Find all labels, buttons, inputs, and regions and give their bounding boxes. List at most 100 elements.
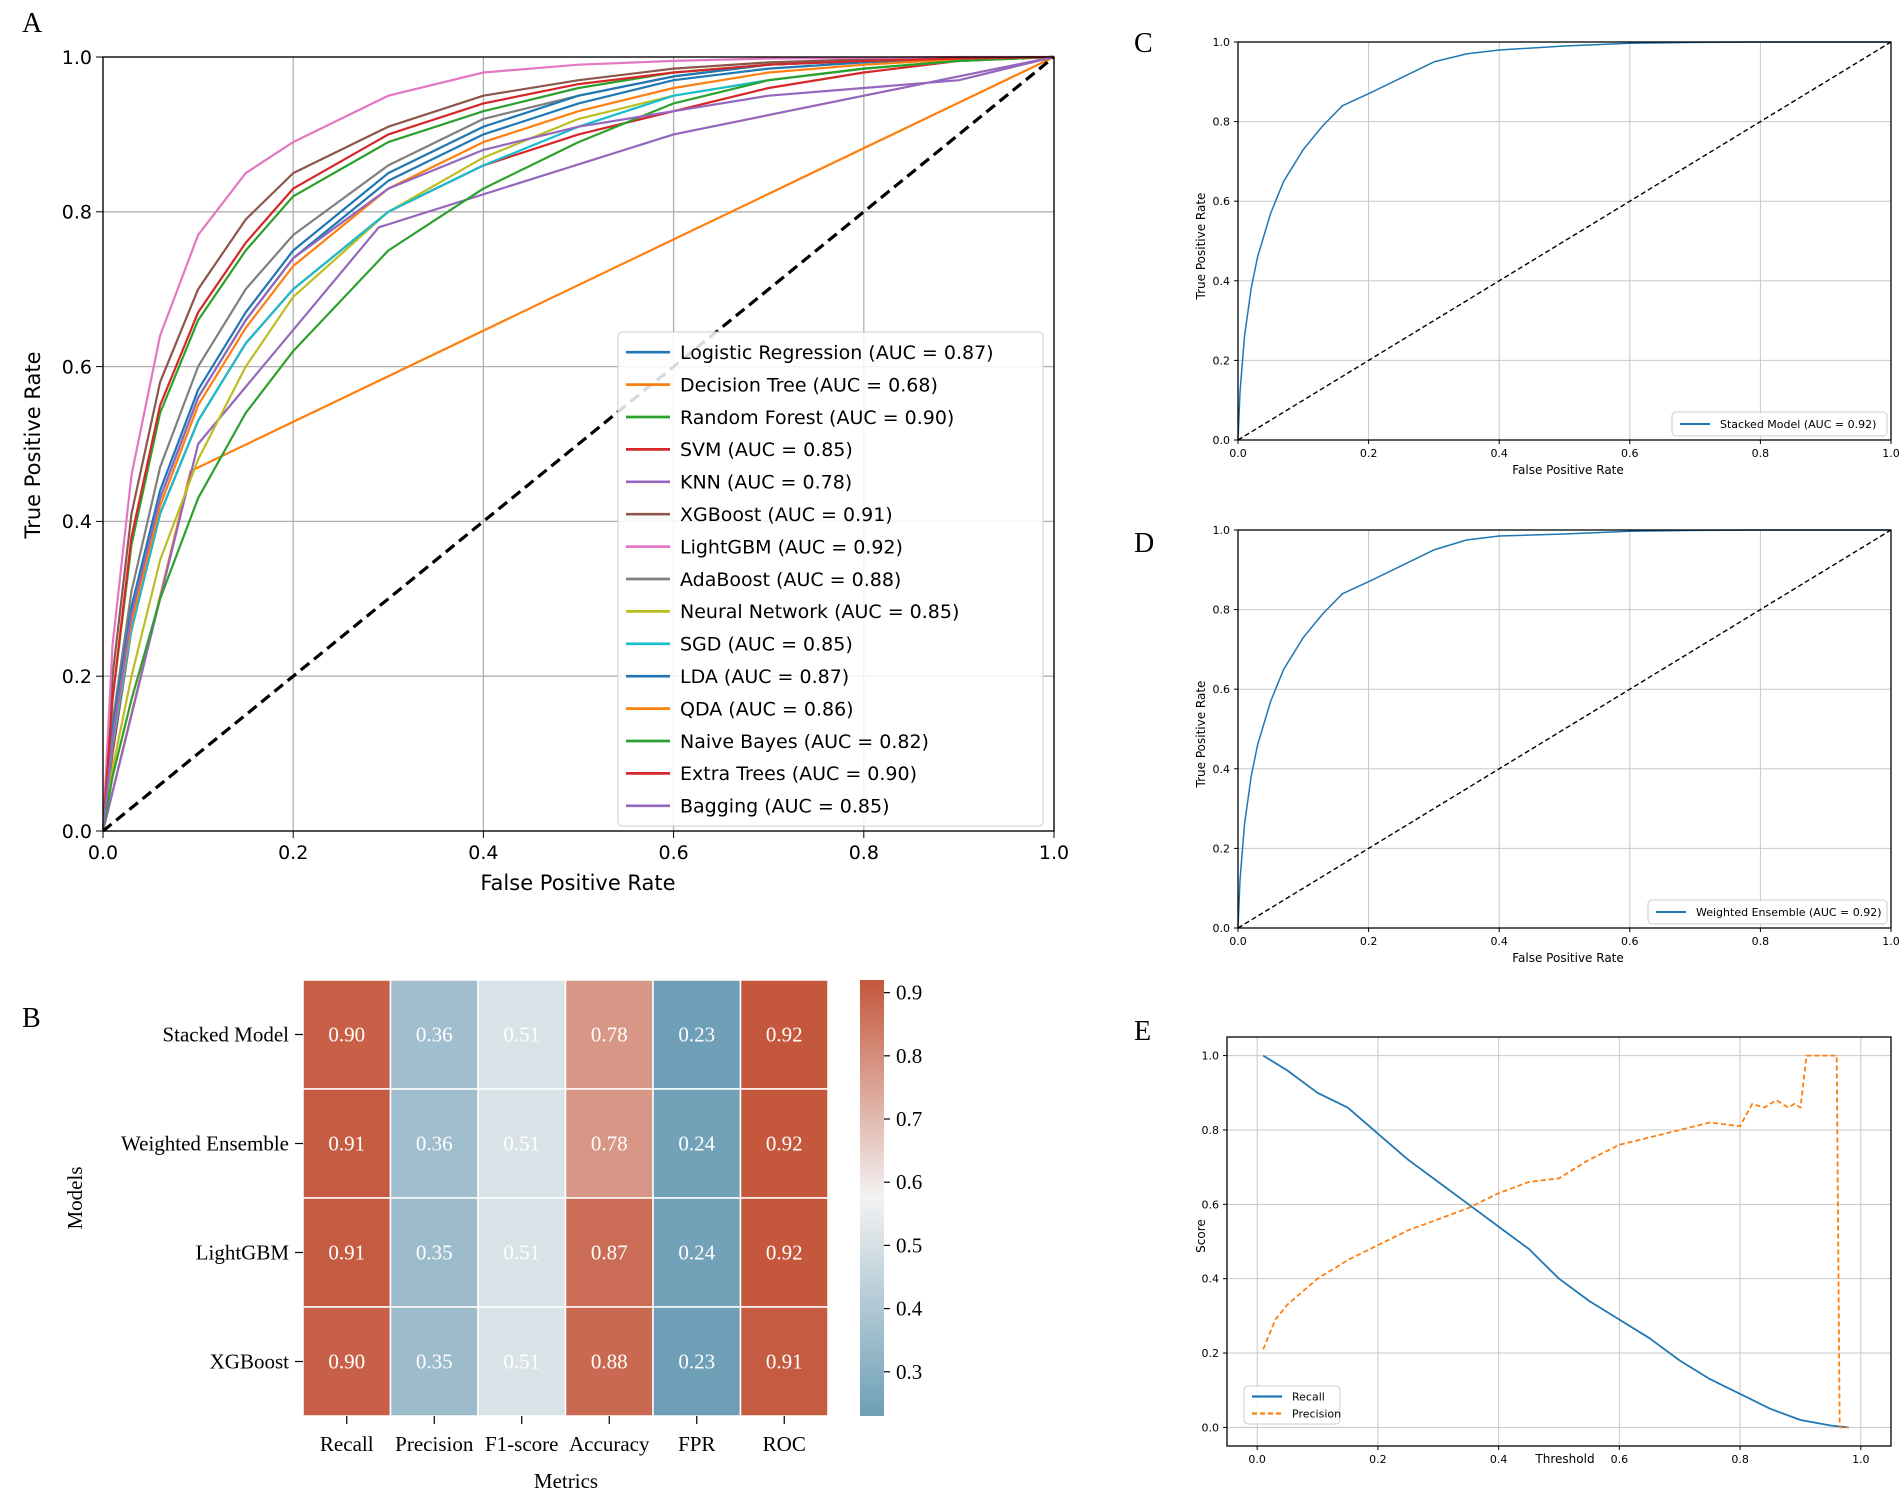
column-label: Accuracy [569,1432,650,1456]
legend-label: SVM (AUC = 0.85) [680,439,853,461]
y-tick-label: 0.4 [1213,275,1231,288]
panel-label-d: D [1134,528,1154,559]
series-line [101,55,1055,832]
chance-diagonal [1237,529,1892,929]
x-tick-label: 0.2 [1360,935,1378,948]
y-tick-label: 1.0 [1213,36,1231,49]
legend-label: Extra Trees (AUC = 0.90) [680,763,917,785]
series-line [1237,529,1891,929]
y-tick-label: 0.8 [1202,1124,1220,1137]
series-line [101,55,1055,832]
legend-label: Precision [1292,1407,1341,1420]
panel-c-xlabel: False Positive Rate [1512,463,1624,477]
panel-d-weighted-roc: False Positive Rate True Positive Rate 0… [1194,524,1900,965]
heatmap-cell [302,1197,392,1308]
heatmap-value: 0.51 [503,1132,540,1156]
x-tick-label: 1.0 [1882,935,1900,948]
column-label: ROC [763,1432,806,1456]
series-line [1237,41,1891,441]
heatmap-cell [302,979,392,1090]
x-tick-label: 0.4 [1490,935,1508,948]
heatmap-value: 0.90 [328,1350,365,1374]
plot-frame [1226,1036,1892,1447]
panel-d-ylabel: True Positive Rate [1194,681,1208,789]
panel-b-xlabel: Metrics [534,1469,598,1491]
colorbar-tick-label: 0.4 [896,1297,923,1321]
legend-label: LDA (AUC = 0.87) [680,666,849,688]
heatmap-value: 0.23 [678,1350,715,1374]
panel-c-stacked-roc: False Positive Rate True Positive Rate 0… [1194,36,1900,477]
x-tick-label: 0.8 [1731,1453,1749,1466]
colorbar-tick-label: 0.9 [896,981,922,1005]
legend-box [617,331,1044,827]
x-tick-label: 0.8 [849,842,879,864]
colorbar-tick-label: 0.6 [896,1170,922,1194]
panel-b-ylabel: Models [63,1167,87,1230]
heatmap-cell [477,979,567,1090]
panel-label-a: A [22,8,43,39]
legend-label: Weighted Ensemble (AUC = 0.92) [1696,906,1882,919]
x-tick-label: 1.0 [1852,1453,1870,1466]
y-tick-label: 0.8 [1213,116,1231,129]
plot-frame [1237,41,1892,441]
heatmap-value: 0.92 [766,1023,803,1047]
heatmap-value: 0.24 [678,1241,715,1265]
legend-label: LightGBM (AUC = 0.92) [680,536,903,558]
legend-label: Recall [1292,1390,1325,1403]
y-tick-label: 0.4 [62,511,92,533]
x-tick-label: 0.0 [1229,935,1247,948]
x-tick-label: 0.0 [88,842,118,864]
y-tick-label: 1.0 [62,47,92,69]
heatmap-value: 0.91 [766,1350,803,1374]
y-tick-label: 0.2 [1202,1347,1220,1360]
chance-diagonal [101,55,1056,833]
plot-frame [1237,529,1892,929]
panel-label-c: C [1134,28,1153,59]
legend-label: KNN (AUC = 0.78) [680,472,852,494]
grid-lines [1227,1037,1891,1446]
y-tick-label: 0.2 [1213,354,1231,367]
series-line [1262,1054,1849,1429]
series-line [101,55,1054,832]
x-tick-label: 0.2 [1369,1453,1387,1466]
heatmap-value: 0.24 [678,1132,715,1156]
x-tick-label: 0.6 [1621,447,1639,460]
heatmap-cell [739,979,829,1090]
panel-a-xlabel: False Positive Rate [480,871,675,895]
legend-label: Bagging (AUC = 0.85) [680,796,890,818]
row-label: LightGBM [196,1241,290,1265]
heatmap-cell [652,979,742,1090]
panel-label-b: B [22,1003,41,1034]
heatmap-cell [302,1088,392,1199]
heatmap-value: 0.91 [328,1132,365,1156]
heatmap-value: 0.78 [591,1023,628,1047]
legend-label: Random Forest (AUC = 0.90) [680,407,954,429]
column-label: FPR [678,1432,715,1456]
heatmap-value: 0.36 [416,1023,453,1047]
heatmap-cell [739,1088,829,1199]
heatmap-value: 0.88 [591,1350,628,1374]
series-line [101,55,1055,832]
x-tick-label: 0.6 [658,842,688,864]
colorbar-tick-label: 0.8 [896,1044,922,1068]
y-tick-label: 0.0 [1213,434,1231,447]
x-tick-label: 0.0 [1229,447,1247,460]
panel-e-ylabel: Score [1194,1219,1208,1253]
legend-label: Decision Tree (AUC = 0.68) [680,374,938,396]
heatmap-cell [739,1197,829,1308]
heatmap-value: 0.92 [766,1241,803,1265]
plot-frame [102,56,1055,832]
heatmap-value: 0.78 [591,1132,628,1156]
legend-box [1671,411,1888,437]
heatmap-cell [652,1088,742,1199]
colorbar [860,980,884,1416]
x-tick-label: 0.2 [1360,447,1378,460]
heatmap-cell [477,1088,567,1199]
colorbar-tick-label: 0.7 [896,1107,922,1131]
series-line [1262,1054,1849,1429]
series-line [101,55,1055,832]
legend-label: AdaBoost (AUC = 0.88) [680,569,901,591]
panel-b-heatmap: Metrics Models 0.90 0.36 0.51 0.78 0.23 0.92 0… [63,979,923,1491]
heatmap-value: 0.91 [328,1241,365,1265]
